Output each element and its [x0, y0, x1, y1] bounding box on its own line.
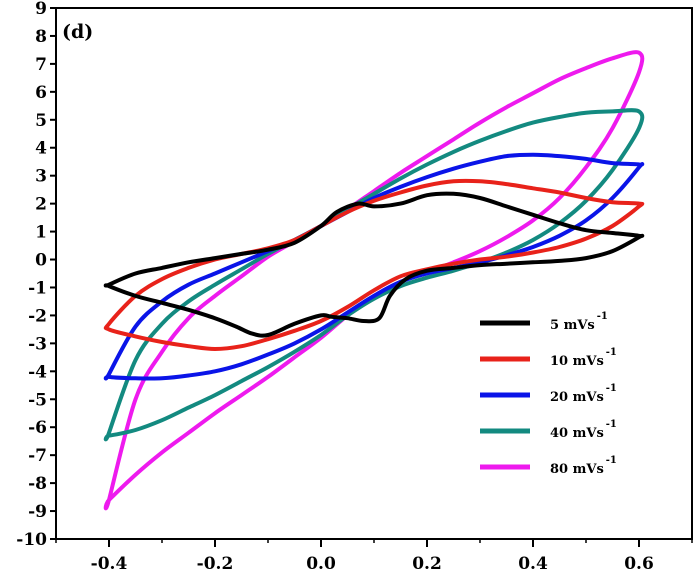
x-tick-label: -0.4	[91, 554, 128, 574]
x-axis: -0.4 -0.2 0.0 0.2 0.4 0.6	[55, 539, 693, 574]
x-tick-label: 0.2	[412, 554, 442, 574]
y-tick-label: -1	[28, 278, 47, 298]
legend-label-superscript: -1	[597, 311, 608, 322]
y-tick-label: 2	[35, 195, 47, 215]
y-tick-label: 7	[35, 55, 47, 75]
legend-label-superscript: -1	[606, 383, 617, 394]
y-tick-label: -3	[28, 334, 47, 354]
x-tick-label: 0.6	[624, 554, 654, 574]
legend-label-superscript: -1	[606, 347, 617, 358]
y-tick-label: -9	[28, 502, 47, 522]
y-tick-label: -7	[28, 446, 47, 466]
y-tick-label: -4	[28, 362, 47, 382]
legend: 5 mVs-110 mVs-120 mVs-140 mVs-180 mVs-1	[480, 311, 617, 477]
y-tick-label: -6	[28, 418, 47, 438]
y-tick-label: 6	[35, 83, 47, 103]
legend-label-superscript: -1	[606, 455, 617, 466]
y-tick-label: 0	[35, 251, 47, 271]
panel-label: (d)	[62, 21, 93, 43]
x-tick-label: 0.0	[306, 554, 336, 574]
legend-label-superscript: -1	[606, 419, 617, 430]
x-tick-label: -0.2	[197, 554, 234, 574]
legend-label: 80 mVs	[550, 462, 604, 477]
y-tick-label: -8	[28, 474, 47, 494]
y-tick-label: -10	[16, 530, 47, 550]
y-tick-label: 3	[35, 167, 47, 187]
curves-layer	[103, 50, 645, 511]
x-tick-label: 0.4	[518, 554, 548, 574]
series-line-5-mvs	[103, 191, 645, 338]
y-tick-label: 8	[35, 27, 47, 47]
y-tick-label: 9	[35, 0, 47, 19]
legend-label: 10 mVs	[550, 354, 604, 369]
y-tick-label: -5	[28, 390, 47, 410]
y-tick-label: 5	[35, 111, 47, 131]
series-line-10-mvs	[103, 178, 645, 351]
legend-label: 20 mVs	[550, 390, 604, 405]
legend-label: 40 mVs	[550, 426, 604, 441]
y-tick-label: 4	[35, 139, 47, 159]
y-tick-label: 1	[35, 223, 47, 243]
legend-label: 5 mVs	[550, 318, 595, 333]
y-tick-label: -2	[28, 306, 47, 326]
